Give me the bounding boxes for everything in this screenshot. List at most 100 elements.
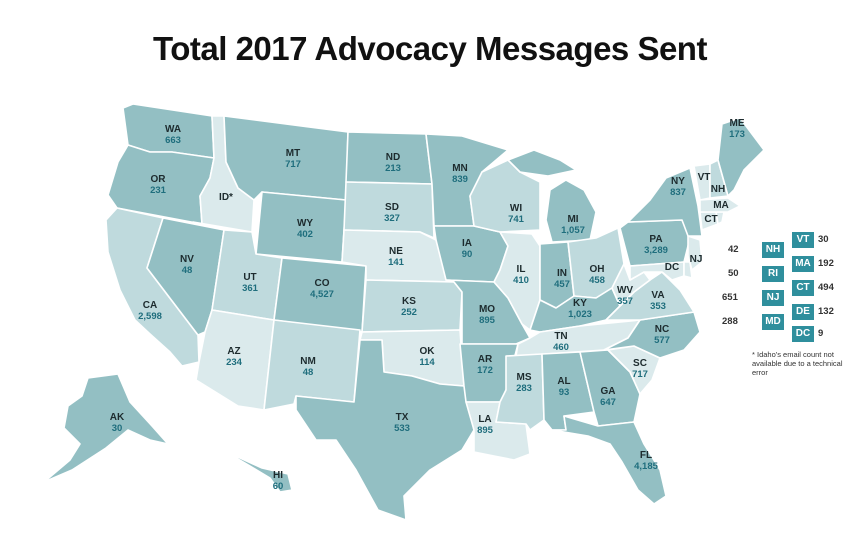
legend-box-ma: MA [792,256,814,272]
state-value-az: 234 [226,357,243,368]
legend-box-de: DE [792,304,814,320]
state-label-il: IL [517,264,526,275]
state-value-tx: 533 [394,423,410,434]
state-value-ok: 114 [419,357,435,368]
legend-box-ct: CT [792,280,814,296]
state-value-nc: 577 [654,335,670,346]
state-label-mo: MO [479,304,495,315]
state-value-wv: 357 [617,296,633,307]
footnote: * Idaho's email count not available due … [752,350,843,377]
state-hi[interactable] [225,451,293,493]
state-tx[interactable] [295,339,475,521]
state-label-pa: PA [649,234,662,245]
state-value-fl: 4,185 [634,461,658,472]
state-value-sd: 327 [384,213,400,224]
state-mi[interactable] [545,179,597,243]
legend-box-dc: DC [792,326,814,342]
state-label-nc: NC [655,324,669,335]
state-il[interactable] [493,231,541,331]
state-label-ny: NY [671,176,685,187]
state-value-nm: 48 [303,367,314,378]
state-de[interactable] [683,261,693,279]
state-label-oh: OH [590,264,605,275]
state-value-ms: 283 [516,383,532,394]
state-value-ak: 30 [112,423,123,434]
map-title: Total 2017 Advocacy Messages Sent [153,30,707,67]
legend-value-nj: 651 [722,292,738,303]
state-value-ne: 141 [388,257,405,268]
state-label-nd: ND [386,152,400,163]
state-label-nh: NH [711,184,725,195]
state-label-ut: UT [243,272,256,283]
state-me[interactable] [717,117,765,197]
state-label-la: LA [478,414,491,425]
state-fl[interactable] [551,415,667,505]
state-value-ga: 647 [600,397,616,408]
legend-value-dc: 9 [818,328,824,339]
state-label-nm: NM [300,356,316,367]
legend-value-md: 288 [722,316,738,327]
state-nj[interactable] [687,235,703,271]
state-value-oh: 458 [589,275,605,286]
state-label-ks: KS [402,296,416,307]
state-value-in: 457 [554,279,570,290]
state-label-ga: GA [601,386,616,397]
state-value-sc: 717 [632,369,648,380]
state-label-hi: HI [273,470,283,481]
state-ak[interactable] [43,373,169,483]
state-value-ny: 837 [670,187,686,198]
state-label-ak: AK [110,412,125,423]
state-label-ia: IA [462,238,472,249]
state-label-vt: VT [698,172,711,183]
state-value-ar: 172 [477,365,493,376]
state-label-tn: TN [554,331,567,342]
state-label-wi: WI [510,203,522,214]
legend-value-de: 132 [818,306,834,317]
legend-box-nh: NH [762,242,784,258]
state-ma[interactable] [699,197,741,213]
state-label-nv: NV [180,254,194,265]
state-value-me: 173 [729,129,745,140]
state-label-ky: KY [573,298,587,309]
state-label-sc: SC [633,358,647,369]
state-label-ar: AR [478,354,493,365]
state-label-dc: DC [665,262,679,273]
state-value-co: 4,527 [310,289,334,300]
state-value-il: 410 [513,275,529,286]
state-ny[interactable] [627,167,703,237]
state-label-nj: NJ [690,254,703,265]
state-value-ca: 2,598 [138,311,162,322]
state-nc[interactable] [603,311,701,359]
legend-box-nj: NJ [762,290,784,306]
state-label-mi: MI [567,214,578,225]
state-mi-upper[interactable] [507,149,577,177]
state-label-mt: MT [286,148,300,159]
legend-box-md: MD [762,314,784,330]
state-label-id: ID* [219,192,233,203]
legend-box-ri: RI [762,266,784,282]
legend-value-ct: 494 [818,282,834,293]
legend-value-ma: 192 [818,258,834,269]
state-value-wa: 663 [165,135,181,146]
state-value-ks: 252 [401,307,417,318]
state-label-or: OR [151,174,167,185]
state-label-va: VA [651,290,664,301]
state-label-al: AL [557,376,570,387]
state-label-ca: CA [143,300,157,311]
state-value-va: 353 [650,301,666,312]
state-value-nv: 48 [182,265,193,276]
state-value-al: 93 [559,387,570,398]
state-label-wv: WV [617,285,633,296]
state-ks[interactable] [361,279,463,333]
state-label-me: ME [730,118,745,129]
state-value-mo: 895 [479,315,496,326]
state-label-wy: WY [297,218,313,229]
state-label-ma: MA [713,200,729,211]
state-value-la: 895 [477,425,494,436]
state-value-nd: 213 [385,163,401,174]
state-value-wy: 402 [297,229,313,240]
state-value-mi: 1,057 [561,225,585,236]
state-label-mn: MN [452,163,468,174]
state-label-fl: FL [640,450,652,461]
